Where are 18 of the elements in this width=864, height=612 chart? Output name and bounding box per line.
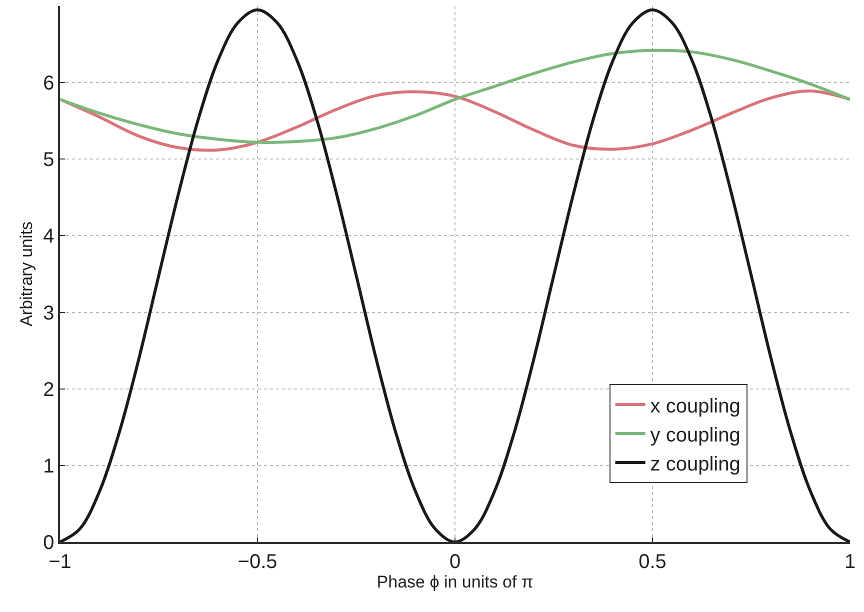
legend-label: z coupling: [650, 453, 740, 476]
y-tick-label: 2: [43, 378, 54, 401]
x-tick-label: −0.5: [238, 550, 278, 573]
legend-label: y coupling: [650, 424, 740, 446]
line-series: [60, 89, 850, 152]
y-tick-label: 4: [43, 226, 54, 248]
x-tick-label: 0.5: [638, 550, 666, 573]
y-tick-label: 5: [43, 149, 54, 172]
line-series: [60, 8, 850, 542]
y-tick-label: 1: [43, 455, 54, 478]
y-axis-title: Arbitrary units: [17, 222, 36, 326]
x-tick-label: 0: [449, 550, 461, 573]
x-axis-title: Phase ϕ in units of π: [376, 572, 534, 592]
y-tick-label: 3: [43, 302, 54, 324]
y-tick-label: 6: [43, 72, 54, 95]
line-series: [60, 48, 850, 144]
legend-label: x coupling: [650, 395, 740, 418]
x-tick-label: 1: [844, 550, 856, 573]
